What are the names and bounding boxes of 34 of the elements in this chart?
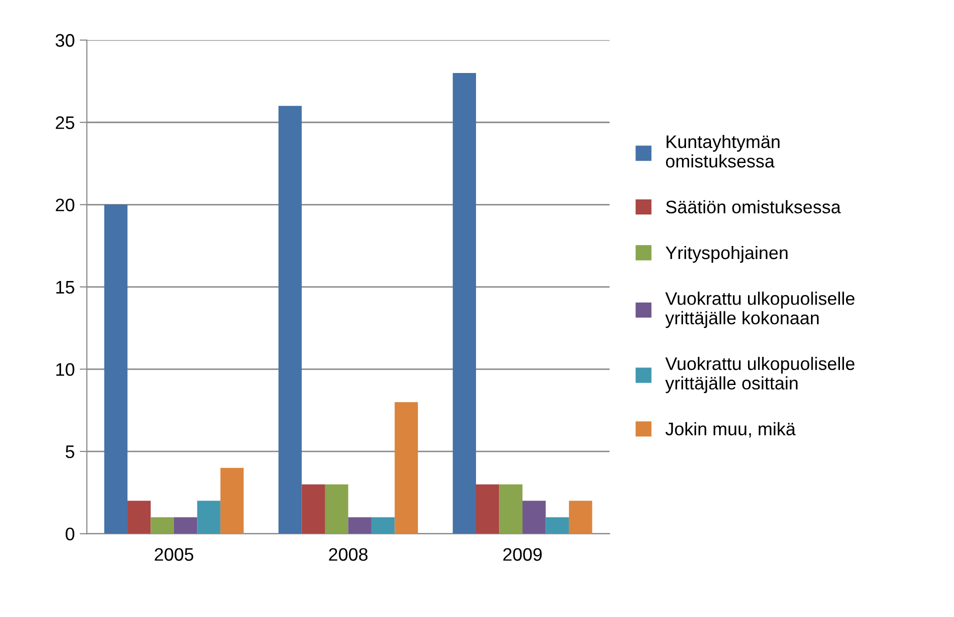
bar bbox=[220, 468, 244, 534]
y-tick-label: 10 bbox=[56, 363, 74, 376]
y-tick-label: 15 bbox=[56, 281, 74, 294]
legend-label: Jokin muu, mikä bbox=[665, 422, 796, 438]
legend-label: Säätiön omistuksessa bbox=[666, 200, 841, 214]
y-tick-label: 25 bbox=[56, 116, 74, 130]
bar bbox=[476, 484, 500, 534]
y-tick-label: 5 bbox=[66, 446, 74, 458]
y-tick-label: 0 bbox=[66, 528, 74, 540]
bar bbox=[278, 106, 302, 534]
x-tick-label: 2009 bbox=[503, 548, 542, 561]
bar bbox=[499, 484, 522, 534]
bar bbox=[174, 517, 198, 534]
legend-label: Yrityspohjainen bbox=[666, 246, 788, 263]
x-tick-label: 2005 bbox=[154, 548, 194, 561]
y-tick-label: 20 bbox=[56, 198, 74, 212]
legend-label: Kuntayhtymän omistuksessa bbox=[666, 134, 780, 168]
legend-label: Vuokrattu ulkopuoliselle yrittäjälle kokonaan bbox=[665, 292, 854, 328]
bar bbox=[197, 500, 220, 534]
y-tick-label: 30 bbox=[56, 34, 74, 47]
bar bbox=[568, 500, 592, 534]
bar bbox=[394, 402, 418, 534]
bar bbox=[324, 484, 348, 534]
bar bbox=[104, 204, 128, 534]
bar bbox=[150, 517, 174, 534]
bar bbox=[302, 484, 325, 534]
bar bbox=[452, 73, 476, 534]
bar bbox=[522, 500, 546, 534]
legend-label: Vuokrattu ulkopuoliselle yrittäjälle osittain bbox=[665, 356, 854, 394]
x-tick-label: 2008 bbox=[329, 548, 368, 561]
bar bbox=[546, 517, 569, 534]
bar bbox=[348, 517, 372, 534]
bar bbox=[127, 500, 151, 534]
bar bbox=[371, 517, 395, 534]
